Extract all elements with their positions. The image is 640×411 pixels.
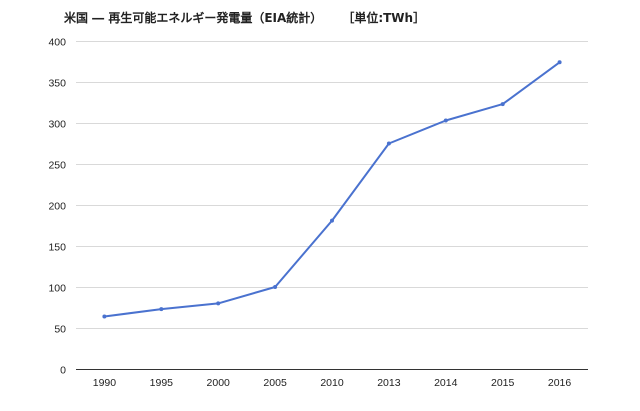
data-point-2016 — [557, 60, 562, 65]
data-point-2013 — [386, 141, 391, 146]
chart-unit-label: ［単位:TWh］ — [348, 11, 426, 25]
x-tick-label-2010: 2010 — [320, 377, 344, 389]
chart-title-text: 米国 ― 再生可能エネルギー発電量（EIA統計） — [64, 11, 323, 25]
x-tick-label-1995: 1995 — [150, 377, 174, 389]
data-point-1995 — [159, 307, 164, 312]
y-tick-label-300: 300 — [48, 119, 66, 131]
x-tick-label-2014: 2014 — [434, 377, 458, 389]
data-point-2005 — [273, 285, 278, 289]
x-tick-label-2016: 2016 — [548, 377, 572, 389]
data-point-2000 — [216, 301, 221, 306]
x-tick-label-1990: 1990 — [93, 377, 117, 389]
x-tick-label-2013: 2013 — [377, 377, 401, 389]
y-tick-label-250: 250 — [48, 160, 66, 172]
data-point-2015 — [500, 102, 505, 107]
y-tick-label-400: 400 — [48, 37, 66, 49]
data-point-1990 — [102, 314, 107, 319]
chart-title: 米国 ― 再生可能エネルギー発電量（EIA統計） ［単位:TWh］ — [64, 9, 425, 26]
data-point-2014 — [443, 118, 448, 123]
y-tick-label-150: 150 — [48, 242, 66, 254]
y-tick-label-0: 0 — [60, 365, 66, 377]
series-layer — [102, 60, 562, 319]
x-tick-label-2000: 2000 — [207, 377, 231, 389]
y-axis-ticks: 0 50 100 150 200 250 300 350 400 — [48, 37, 66, 377]
series-line-0 — [103, 61, 561, 318]
x-tick-label-2005: 2005 — [263, 377, 287, 389]
gridlines — [76, 41, 588, 329]
x-tick-label-2015: 2015 — [491, 377, 515, 389]
data-point-2010 — [330, 218, 334, 223]
x-axis-ticks: 1990 1995 2000 2005 2010 2013 2014 2015 2016 — [93, 377, 572, 389]
y-tick-label-350: 350 — [48, 78, 66, 90]
y-tick-label-200: 200 — [48, 201, 66, 213]
y-tick-label-50: 50 — [54, 324, 66, 336]
y-tick-label-100: 100 — [48, 283, 66, 295]
